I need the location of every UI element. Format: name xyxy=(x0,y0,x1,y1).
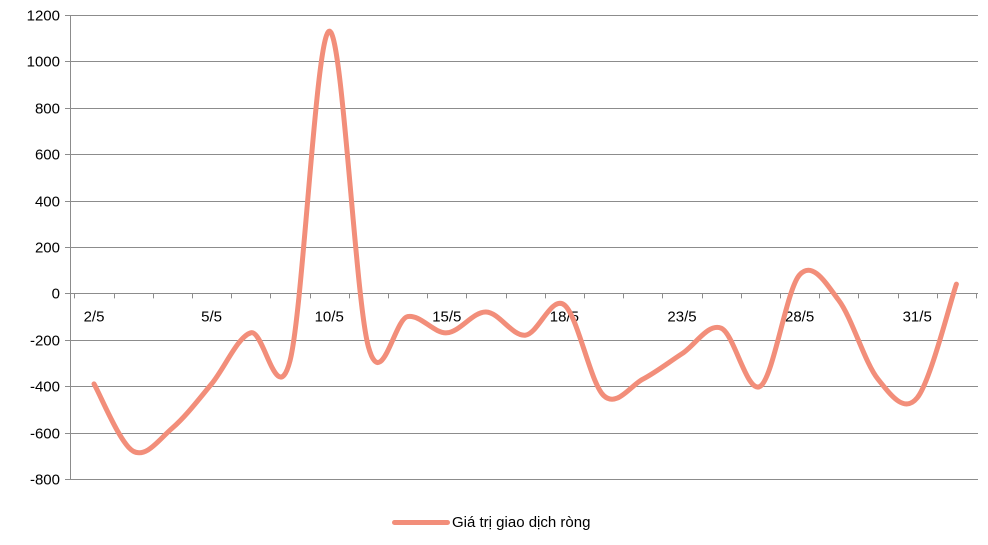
y-tick-label: 600 xyxy=(35,147,60,164)
y-tick-label: 400 xyxy=(35,194,60,211)
y-tick-label: -800 xyxy=(30,472,60,489)
y-tick-label: -200 xyxy=(30,333,60,350)
y-tick-label: -400 xyxy=(30,379,60,396)
x-axis-ticks: 2/5 5/5 10/5 15/5 18/5 23/5 28/5 31/5 xyxy=(84,308,932,325)
x-tick-label: 10/5 xyxy=(315,308,344,325)
y-tick-label: 1200 xyxy=(27,8,60,25)
y-axis-ticks: 1200 1000 800 600 400 200 0 -200 -400 -600 -800 xyxy=(27,8,60,489)
legend-swatch xyxy=(392,519,450,525)
x-tick-label: 5/5 xyxy=(201,308,222,325)
y-tick-label: 800 xyxy=(35,101,60,118)
grid xyxy=(65,15,978,480)
legend-label: Giá trị giao dịch ròng xyxy=(452,513,591,531)
legend: Giá trị giao dịch ròng xyxy=(392,512,590,532)
x-tick-label: 23/5 xyxy=(667,308,696,325)
series-line xyxy=(91,28,959,456)
y-tick-label: 200 xyxy=(35,240,60,257)
axes xyxy=(70,15,978,479)
y-tick-label: 0 xyxy=(52,286,60,303)
y-tick-label: 1000 xyxy=(27,54,60,71)
y-tick-label: -600 xyxy=(30,426,60,443)
x-tick-label: 15/5 xyxy=(432,308,461,325)
x-tick-label: 28/5 xyxy=(785,308,814,325)
x-tick-label: 31/5 xyxy=(903,308,932,325)
x-tick-label: 2/5 xyxy=(84,308,105,325)
series-layer xyxy=(91,28,959,456)
